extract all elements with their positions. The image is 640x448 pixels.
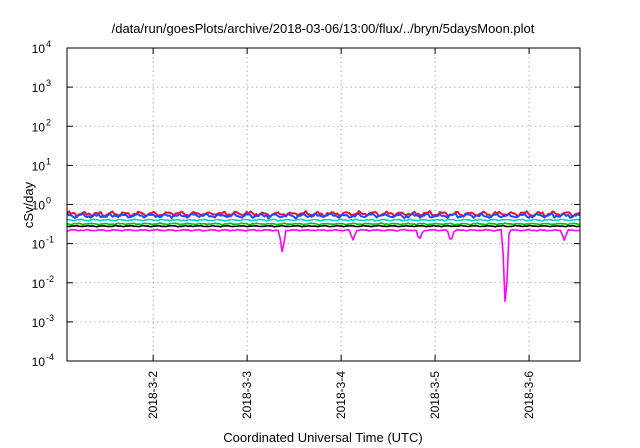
y-tick-label: 10 bbox=[32, 355, 46, 369]
series-line bbox=[66, 222, 581, 226]
x-tick-label: 2018-3-5 bbox=[428, 371, 442, 419]
x-ticks: 2018-3-2 2018-3-3 2018-3-4 2018-3-5 2018-3-6 bbox=[146, 48, 536, 419]
x-tick-label: 2018-3-2 bbox=[146, 371, 160, 419]
grid bbox=[67, 48, 580, 361]
y-tick-exponent: -1 bbox=[46, 235, 54, 245]
x-tick-label: 2018-3-3 bbox=[240, 371, 254, 419]
y-tick-label: 10 bbox=[32, 238, 46, 252]
y-tick-label: 10 bbox=[32, 159, 46, 173]
y-tick-label: 10 bbox=[32, 199, 46, 213]
x-tick-label: 2018-3-6 bbox=[522, 371, 536, 419]
series-group bbox=[66, 210, 581, 303]
x-tick-label: 2018-3-4 bbox=[334, 371, 348, 419]
chart-title: /data/run/goesPlots/archive/2018-03-06/1… bbox=[112, 21, 535, 36]
y-tick-label: 10 bbox=[32, 277, 46, 291]
y-tick-exponent: 0 bbox=[46, 196, 51, 206]
y-tick-exponent: -4 bbox=[46, 352, 54, 362]
y-tick-exponent: 2 bbox=[46, 117, 51, 127]
y-tick-exponent: -3 bbox=[46, 313, 54, 323]
y-tick-label: 10 bbox=[32, 316, 46, 330]
y-tick-exponent: 1 bbox=[46, 156, 51, 166]
x-axis-label: Coordinated Universal Time (UTC) bbox=[223, 430, 422, 445]
y-tick-label: 10 bbox=[32, 120, 46, 134]
y-tick-label: 10 bbox=[32, 81, 46, 95]
y-tick-exponent: -2 bbox=[46, 274, 54, 284]
y-tick-exponent: 3 bbox=[46, 78, 51, 88]
y-axis-label: cSv/day bbox=[21, 181, 36, 228]
y-tick-exponent: 4 bbox=[46, 39, 51, 49]
series-line bbox=[66, 224, 581, 228]
series-line bbox=[66, 228, 580, 303]
y-tick-label: 10 bbox=[32, 42, 46, 56]
series-line bbox=[66, 212, 581, 220]
series-line bbox=[66, 218, 581, 222]
